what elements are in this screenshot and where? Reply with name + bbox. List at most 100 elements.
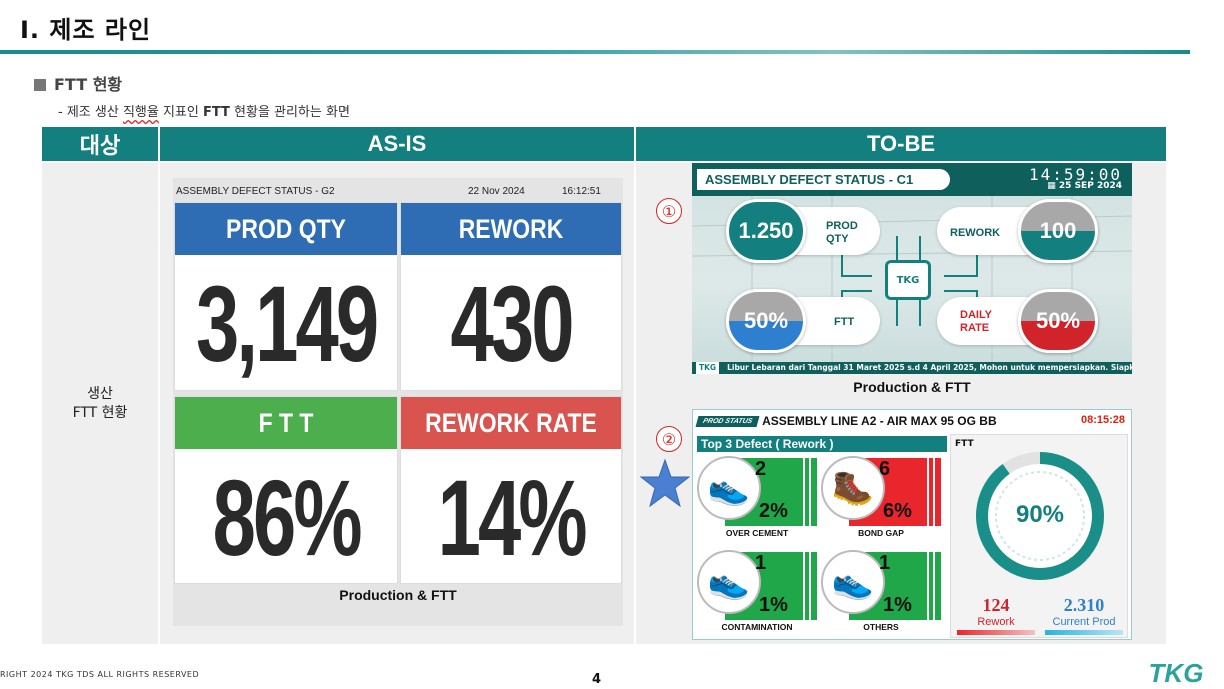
tile-ftt-label: F T T — [258, 407, 314, 438]
ftt-gauge — [976, 452, 1104, 580]
as-is-caption: Production & FTT — [339, 587, 457, 603]
page-number: 4 — [592, 672, 602, 687]
to-be-screen-1: ASSEMBLY DEFECT STATUS - C1 14:59:00 ▦ 2… — [692, 163, 1132, 374]
ftt-gauge-arc — [976, 452, 1104, 580]
defect-contamination-pct: 1% — [759, 594, 788, 616]
section-heading: FTT 현황 — [34, 71, 122, 95]
subtitle-mid: 지표인 — [158, 105, 203, 120]
defect-others: 👟 1 1% OTHERS — [821, 550, 941, 638]
tile-prod-qty-header: PROD QTY — [175, 203, 397, 255]
tile-rework: REWORK 430 — [400, 202, 622, 391]
defect-others-count: 1 — [879, 552, 891, 574]
defect-contamination-name: CONTAMINATION — [721, 622, 793, 632]
tile-rework-rate-value: 14% — [401, 449, 621, 585]
rework-stat: 124 Rework — [957, 595, 1035, 635]
marker-1: ① — [656, 198, 682, 224]
calendar-icon: ▦ — [1047, 181, 1059, 191]
tile-rework-header: REWORK — [401, 203, 621, 255]
ftt-gauge-value: 90% — [1015, 501, 1065, 528]
target-column — [42, 163, 158, 644]
target-label: 생산 FTT 현황 — [42, 385, 158, 423]
ftt-gauge-card: FTT 90% 124 Rework 2.310 Current Prod — [950, 434, 1128, 638]
tkg-logo: TKG — [1149, 660, 1204, 686]
daily-rate-value: 50% — [1018, 289, 1098, 353]
slide-title: Ⅰ. 제조 라인 — [20, 16, 152, 44]
defect-over-cement-count: 2 — [755, 458, 767, 480]
defect-over-cement: 👟 2 2% OVER CEMENT — [697, 456, 817, 544]
to-be-1-date: ▦ 25 SEP 2024 — [1047, 181, 1122, 191]
tile-prod-qty-label: PROD QTY — [226, 213, 346, 244]
to-be-1-date-text: 25 SEP 2024 — [1058, 181, 1122, 191]
to-be-2-time: 08:15:28 — [1080, 414, 1125, 426]
subtitle-underlined: 직행율 — [122, 105, 159, 120]
chip-icon: TKG — [885, 260, 931, 300]
tile-rework-rate-label: REWORK RATE — [425, 407, 597, 438]
tile-rework-label: REWORK — [458, 213, 564, 244]
svg-text:TKG: TKG — [1149, 660, 1204, 686]
tile-rework-rate-header: REWORK RATE — [401, 397, 621, 449]
current-prod-label: Current Prod — [1052, 616, 1116, 628]
defect-contamination-count: 1 — [755, 552, 767, 574]
daily-rate-label: DAILY RATE — [960, 309, 992, 335]
as-is-date: 22 Nov 2024 — [468, 186, 525, 197]
shoe-icon: 👟 — [697, 550, 761, 614]
prod-qty-label: PROD QTY — [826, 220, 858, 246]
to-be-2-title: ASSEMBLY LINE A2 - AIR MAX 95 OG BB — [762, 414, 997, 428]
defect-over-cement-pct: 2% — [759, 500, 788, 522]
as-is-time: 16:12:51 — [562, 186, 601, 197]
defect-over-cement-name: OVER CEMENT — [725, 528, 789, 538]
tile-ftt-value: 86% — [175, 449, 397, 585]
tile-prod-qty-value-text: 3,149 — [195, 262, 379, 384]
to-be-1-caption: Production & FTT — [853, 379, 971, 395]
tile-ftt-value-text: 86% — [212, 456, 362, 578]
rework-label: REWORK — [950, 227, 1001, 239]
to-be-screen-2: PROD STATUS ASSEMBLY LINE A2 - AIR MAX 95… — [692, 409, 1132, 640]
shoe-icon: 👟 — [697, 456, 761, 520]
ftt-gauge-label: FTT — [955, 439, 974, 449]
prod-qty-label-1: PROD — [826, 220, 858, 232]
current-prod-bar — [1045, 630, 1123, 635]
subtitle-post: 현황을 관리하는 화면 — [229, 105, 350, 120]
star-icon — [640, 458, 690, 508]
shoe-icon: 🥾 — [821, 456, 885, 520]
to-be-1-ticker: TKG Libur Lebaran dari Tanggal 31 Maret 2… — [692, 362, 1132, 374]
rework-stat-label: Rework — [977, 616, 1015, 628]
header-as-is: AS-IS — [160, 127, 634, 161]
tile-rework-value: 430 — [401, 255, 621, 391]
ftt-value: 50% — [726, 289, 806, 353]
tile-prod-qty-value: 3,149 — [175, 255, 397, 391]
rework-value: 100 — [1018, 199, 1098, 263]
daily-rate-label-1: DAILY — [960, 309, 992, 321]
tile-rework-rate-value-text: 14% — [437, 456, 587, 578]
tile-ftt-header: F T T — [175, 397, 397, 449]
daily-rate-label-2: RATE — [960, 322, 990, 334]
subtitle-pre: - 제조 생산 — [58, 105, 123, 120]
as-is-screen-title: ASSEMBLY DEFECT STATUS - G2 — [176, 186, 335, 197]
defect-bond-gap-count: 6 — [879, 458, 891, 480]
tile-rework-value-text: 430 — [450, 262, 574, 384]
tile-ftt: F T T 86% — [174, 396, 398, 584]
square-bullet-icon — [34, 79, 46, 91]
tile-prod-qty: PROD QTY 3,149 — [174, 202, 398, 391]
title-rule — [0, 50, 1190, 54]
prod-status-badge: PROD STATUS — [695, 416, 760, 427]
section-heading-text: FTT 현황 — [54, 75, 123, 94]
to-be-2-header: PROD STATUS ASSEMBLY LINE A2 - AIR MAX 95… — [695, 414, 997, 428]
rework-stat-bar — [957, 630, 1035, 635]
header-to-be: TO-BE — [636, 127, 1166, 161]
defect-bond-gap: 🥾 6 6% BOND GAP — [821, 456, 941, 544]
current-prod-stat: 2.310 Current Prod — [1045, 595, 1123, 635]
rework-stat-value: 124 — [982, 595, 1010, 615]
ftt-label: FTT — [834, 316, 855, 328]
tile-rework-rate: REWORK RATE 14% — [400, 396, 622, 584]
target-label-line1: 생산 — [87, 386, 113, 402]
target-label-line2: FTT 현황 — [72, 405, 128, 421]
prod-qty-value: 1.250 — [726, 199, 806, 263]
current-prod-value: 2.310 — [1063, 595, 1105, 615]
prod-qty-label-2: QTY — [826, 233, 849, 245]
ticker-tag: TKG — [696, 362, 720, 374]
ticker-text: Libur Lebaran dari Tanggal 31 Maret 2025… — [727, 363, 1132, 372]
to-be-1-clock: 14:59:00 — [1028, 165, 1122, 184]
defect-bond-gap-pct: 6% — [883, 500, 912, 522]
